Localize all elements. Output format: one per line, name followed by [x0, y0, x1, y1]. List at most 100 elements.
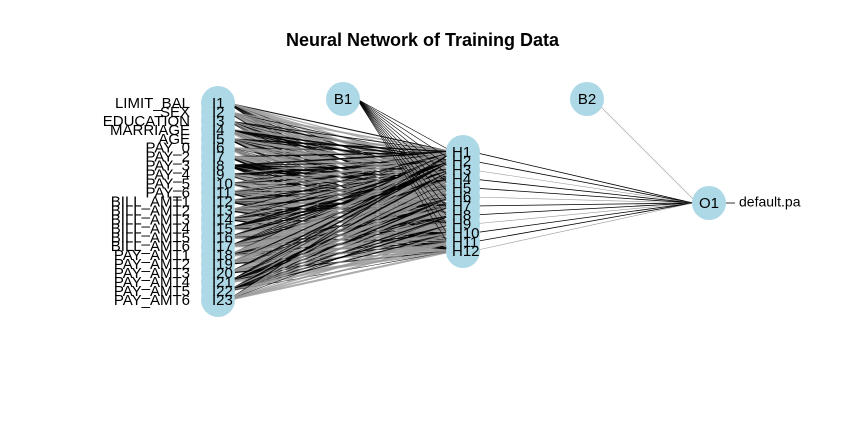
node-label-i6: I6: [212, 140, 225, 157]
edge-i1-h1: [227, 102, 454, 153]
edge-b1-h5: [356, 98, 454, 189]
feature-label-pay-5: PAY_5: [146, 176, 190, 193]
edge-h6-o1: [472, 196, 694, 204]
node-label-i23: I23: [212, 292, 233, 309]
edge-i23-h4: [227, 178, 454, 301]
edge-i23-h10: [227, 232, 454, 301]
feature-label-pay-amt6: PAY_AMT6: [114, 292, 190, 309]
edge-i23-h2: [227, 160, 454, 301]
feature-label-bill-amt1: BILL_AMT1: [111, 193, 190, 210]
edge-i23-h7: [227, 205, 454, 301]
node-i23: [201, 283, 235, 317]
node-label-i12: I12: [212, 193, 233, 210]
edge-i17-h1: [227, 151, 454, 247]
edge-b1-h1: [356, 98, 454, 153]
edge-b1-h12: [356, 98, 454, 252]
node-label-i7: I7: [212, 149, 225, 166]
feature-label-bill-amt4: BILL_AMT4: [111, 220, 190, 237]
feature-label-education: EDUCATION: [103, 113, 190, 130]
node-label-h10: H10: [452, 225, 480, 242]
node-o1: [692, 186, 726, 220]
edge-i23-h5: [227, 187, 454, 301]
node-label-i17: I17: [212, 238, 233, 255]
node-b1: [326, 82, 360, 116]
node-label-i19: I19: [212, 256, 233, 273]
node-label-i5: I5: [212, 131, 225, 148]
edge-h12-o1: [472, 202, 694, 252]
feature-label-pay-amt4: PAY_AMT4: [114, 274, 190, 291]
node-label-i9: I9: [212, 167, 225, 184]
node-label-h3: H3: [452, 162, 471, 179]
node-label-i21: I21: [212, 274, 233, 291]
edge-i20-h1: [227, 151, 454, 274]
node-label-h1: H1: [452, 144, 471, 161]
node-label-b1: B1: [334, 91, 352, 108]
edge-i23-h12: [227, 249, 454, 302]
node-label-h7: H7: [452, 198, 471, 215]
node-h12: [446, 234, 480, 268]
feature-label-pay-amt1: PAY_AMT1: [114, 247, 190, 264]
edge-b2-o1: [598, 104, 694, 200]
edge-i12-h1: [227, 151, 454, 203]
node-label-h9: H9: [452, 216, 471, 233]
edge-h10-o1: [472, 202, 694, 234]
edge-h3-o1: [472, 169, 694, 204]
edge-i21-h1: [227, 151, 454, 283]
edge-i6-h1: [227, 147, 454, 153]
feature-label-bill-amt2: BILL_AMT2: [111, 202, 190, 219]
node-label-i10: I10: [212, 176, 233, 193]
edge-i23-h8: [227, 214, 454, 301]
edge-b1-h8: [356, 98, 454, 216]
feature-label-pay-3: PAY_3: [146, 158, 190, 175]
feature-label-pay-2: PAY_2: [146, 149, 190, 166]
node-label-i1: I1: [212, 95, 225, 112]
feature-label-age: AGE: [158, 131, 190, 148]
edge-h4-o1: [472, 178, 694, 204]
edge-b1-h7: [356, 98, 454, 207]
feature-label-pay-0: PAY_0: [146, 140, 190, 157]
edge-i19-h1: [227, 150, 454, 266]
node-label-h4: H4: [452, 171, 471, 188]
edge-h11-o1: [472, 202, 694, 243]
feature-label-pay-amt2: PAY_AMT2: [114, 256, 190, 273]
node-label-i18: I18: [212, 247, 233, 264]
feature-label-pay-amt5: PAY_AMT5: [114, 283, 190, 300]
feature-label-sex: SEX: [160, 104, 190, 121]
edge-i3-h1: [227, 120, 454, 153]
edge-i16-h1: [227, 151, 454, 238]
edge-b1-h9: [356, 98, 454, 225]
edge-h7-o1: [472, 202, 694, 207]
node-label-h6: H6: [452, 189, 471, 206]
edge-h9-o1: [472, 202, 694, 225]
output-feature-label: default.pa: [739, 194, 801, 210]
edge-i13-h1: [227, 151, 454, 211]
edge-i2-h1: [227, 111, 454, 153]
node-label-b2: B2: [578, 91, 596, 108]
node-label-i3: I3: [212, 113, 225, 130]
edge-i23-h11: [227, 241, 454, 301]
node-label-h8: H8: [452, 207, 471, 224]
node-label-i2: I2: [212, 104, 225, 121]
edge-i23-h9: [227, 223, 454, 301]
edge-i15-h1: [227, 151, 454, 229]
nodes-layer: [201, 82, 726, 317]
edge-i23-h1: [227, 151, 454, 301]
edge-b1-h6: [356, 98, 454, 198]
edge-i7-h1: [227, 151, 454, 158]
diagram-title: Neural Network of Training Data: [285, 30, 560, 50]
edge-i14-h1: [227, 151, 454, 220]
feature-label-pay-4: PAY_4: [146, 167, 190, 184]
edge-i8-h1: [227, 151, 454, 167]
feature-label-bill-amt5: BILL_AMT5: [111, 229, 190, 246]
edge-i9-h1: [227, 151, 454, 176]
node-label-i15: I15: [212, 220, 233, 237]
node-label-i13: I13: [212, 202, 233, 219]
edge-i5-h1: [227, 138, 454, 153]
node-label-i14: I14: [212, 211, 233, 228]
node-label-o1: O1: [699, 195, 719, 212]
edge-b1-h4: [356, 98, 454, 180]
edge-h2-o1: [472, 160, 694, 204]
node-label-i16: I16: [212, 229, 233, 246]
edge-i18-h1: [227, 151, 454, 256]
